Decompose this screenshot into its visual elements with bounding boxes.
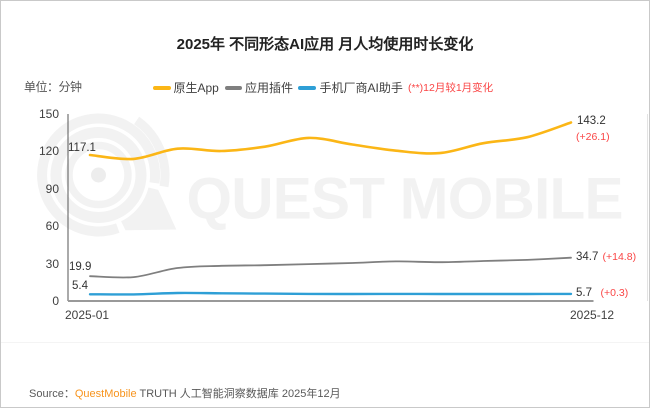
- svg-text:QUEST MOBILE: QUEST MOBILE: [187, 167, 623, 232]
